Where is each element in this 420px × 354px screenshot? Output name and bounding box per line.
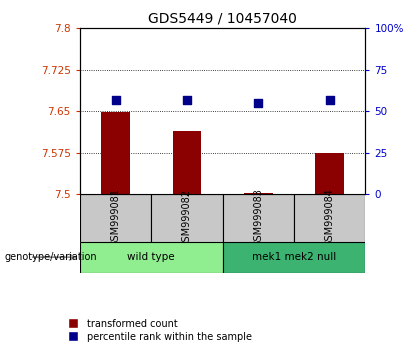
Point: [112, 97, 119, 103]
FancyBboxPatch shape: [294, 194, 365, 242]
FancyBboxPatch shape: [223, 242, 365, 273]
Bar: [101, 113, 130, 194]
Text: mek1 mek2 null: mek1 mek2 null: [252, 252, 336, 262]
Text: wild type: wild type: [127, 252, 175, 262]
Point: [255, 100, 262, 106]
Text: GSM999082: GSM999082: [182, 189, 192, 247]
Legend: transformed count, percentile rank within the sample: transformed count, percentile rank withi…: [60, 315, 256, 346]
FancyBboxPatch shape: [151, 194, 223, 242]
FancyBboxPatch shape: [80, 242, 223, 273]
FancyBboxPatch shape: [223, 194, 294, 242]
Bar: [173, 131, 201, 194]
Title: GDS5449 / 10457040: GDS5449 / 10457040: [148, 12, 297, 26]
Bar: [244, 193, 273, 194]
Text: genotype/variation: genotype/variation: [4, 252, 97, 262]
Text: GSM999084: GSM999084: [325, 189, 335, 247]
Text: GSM999083: GSM999083: [253, 189, 263, 247]
Text: GSM999081: GSM999081: [110, 189, 121, 247]
Point: [184, 97, 190, 103]
Bar: [315, 153, 344, 194]
FancyBboxPatch shape: [80, 194, 151, 242]
Point: [326, 97, 333, 103]
